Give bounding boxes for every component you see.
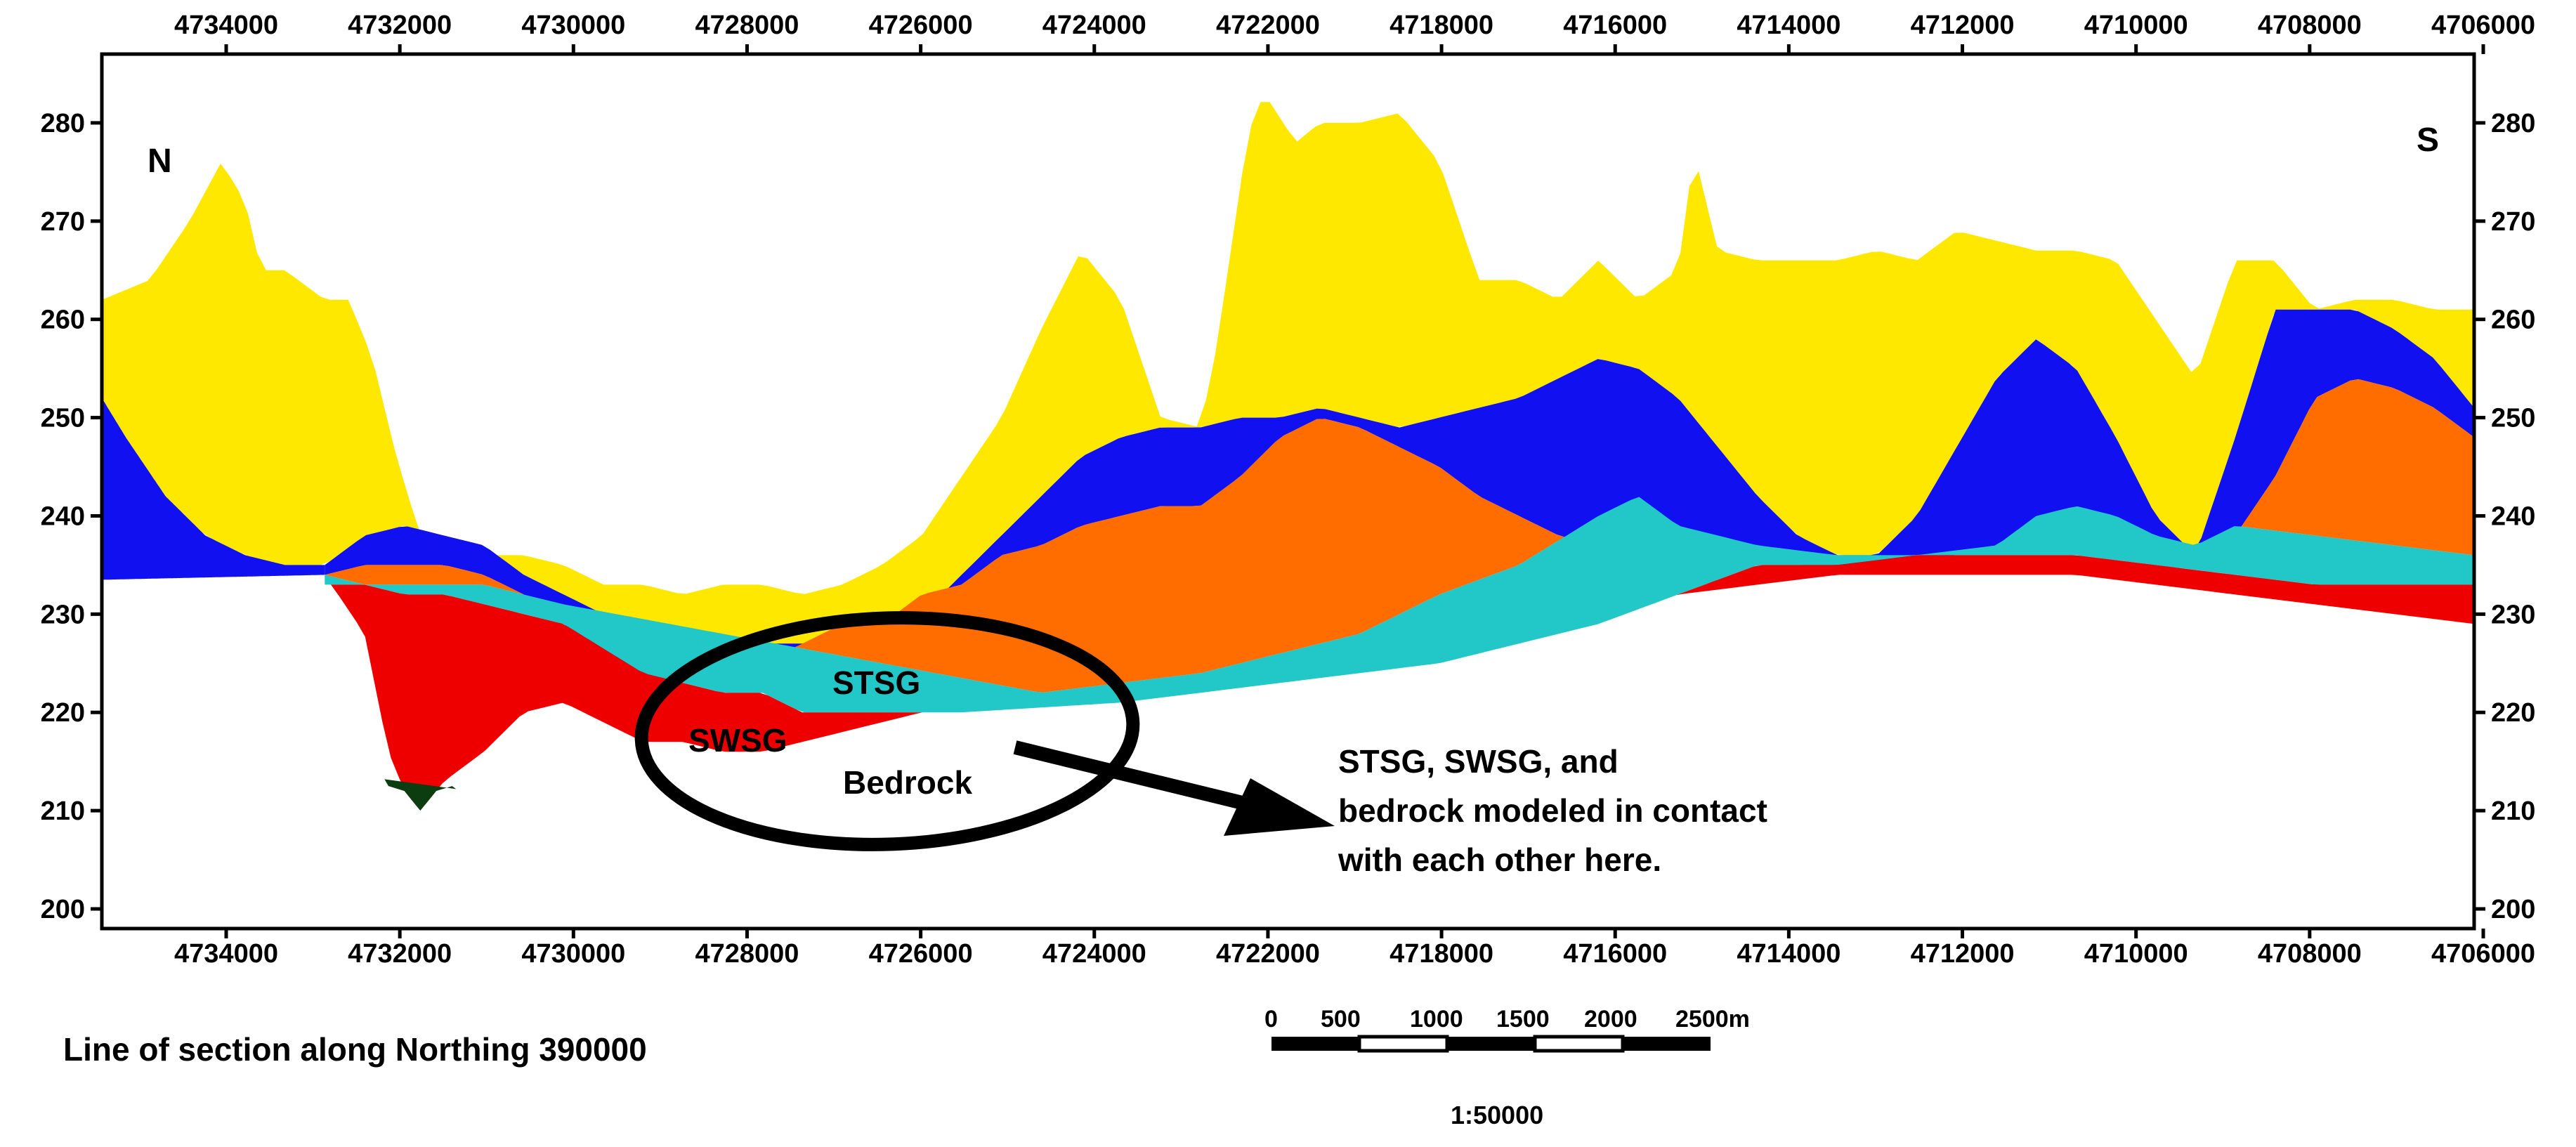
x-axis-top-labels: 4734000 4732000 4730000 4728000 4726000 47240… [174, 11, 2535, 40]
y-tick-label-right: 200 [2491, 895, 2535, 924]
scale-label-2000: 2000 [1584, 1006, 1637, 1033]
north-label: N [148, 143, 172, 180]
x-tick-label-top: 4728000 [695, 11, 799, 40]
geologic-layers [102, 102, 2474, 811]
darkgreen-unit-layer [384, 779, 457, 811]
x-axis-bottom-labels: 4734000 4732000 4730000 4728000 4726000 47240… [174, 939, 2535, 969]
y-tick-label-right: 210 [2491, 797, 2535, 826]
bedrock-label: Bedrock [843, 764, 972, 801]
x-tick-label-top: 4706000 [2431, 11, 2535, 40]
orange-unit-layer [325, 379, 2474, 693]
y-tick-label-left: 260 [41, 306, 85, 335]
yellow-unit-layer [102, 102, 2474, 644]
red-unit-layer [245, 555, 2474, 806]
blue-unit-layer-south [325, 309, 2474, 683]
stsg-label: STSG [832, 664, 920, 701]
y-tick-label-left: 250 [41, 404, 85, 433]
y-tick-label-right: 240 [2491, 502, 2535, 531]
y-tick-label-right: 280 [2491, 109, 2535, 138]
scale-bar-segment-4 [1533, 1035, 1625, 1053]
x-tick-label-bottom: 4712000 [1911, 939, 2015, 969]
x-tick-label-bottom: 4710000 [2084, 939, 2188, 969]
x-tick-label-top: 4718000 [1390, 11, 1493, 40]
x-tick-label-top: 4730000 [521, 11, 625, 40]
scale-ratio: 1:50000 [1451, 1101, 1543, 1129]
x-tick-label-bottom: 4730000 [521, 939, 625, 969]
south-label: S [2417, 122, 2439, 159]
x-tick-label-bottom: 4706000 [2431, 939, 2535, 969]
x-tick-label-bottom: 4714000 [1737, 939, 1841, 969]
x-tick-label-top: 4708000 [2258, 11, 2362, 40]
annotation-line-1: STSG, SWSG, and [1338, 743, 1619, 780]
x-tick-label-top: 4712000 [1911, 11, 2015, 40]
x-tick-label-bottom: 4734000 [174, 939, 278, 969]
scale-label-500: 500 [1321, 1006, 1361, 1033]
annotation-line-2: bedrock modeled in contact [1338, 792, 1767, 829]
scale-bar-segment-2 [1357, 1035, 1449, 1053]
x-tick-label-bottom: 4732000 [348, 939, 452, 969]
y-tick-label-right: 230 [2491, 600, 2535, 629]
scale-label-0: 0 [1264, 1006, 1278, 1033]
y-tick-label-left: 200 [41, 895, 85, 924]
y-tick-label-right: 260 [2491, 306, 2535, 335]
y-tick-label-left: 240 [41, 502, 85, 531]
x-tick-label-top: 4732000 [348, 11, 452, 40]
x-tick-label-bottom: 4728000 [695, 939, 799, 969]
scale-bar-segment-1 [1271, 1037, 1359, 1051]
x-tick-label-top: 4734000 [174, 11, 278, 40]
axis-ticks [91, 44, 2485, 938]
y-tick-label-left: 270 [41, 207, 85, 237]
contact-zone-ellipse [634, 611, 1140, 851]
scale-label-1500: 1500 [1496, 1006, 1550, 1033]
y-tick-label-left: 210 [41, 797, 85, 826]
blue-unit-layer [102, 398, 325, 580]
swsg-label: SWSG [688, 722, 787, 759]
y-tick-label-right: 270 [2491, 207, 2535, 237]
x-tick-label-top: 4724000 [1042, 11, 1146, 40]
scale-label-2500m: 2500m [1675, 1006, 1750, 1033]
y-tick-label-left: 230 [41, 600, 85, 629]
x-tick-label-bottom: 4726000 [869, 939, 973, 969]
y-tick-label-left: 280 [41, 109, 85, 138]
x-tick-label-top: 4710000 [2084, 11, 2188, 40]
x-tick-label-top: 4722000 [1216, 11, 1320, 40]
scale-bar: 0 500 1000 1500 2000 2500m 1:50000 [1264, 1006, 1750, 1129]
scale-bar-segment-3 [1447, 1037, 1535, 1051]
y-tick-label-right: 250 [2491, 404, 2535, 433]
y-axis-right-labels: 200 210 220 230 240 250 260 270 280 [2491, 109, 2535, 924]
section-caption: Line of section along Northing 390000 [63, 1031, 647, 1068]
x-tick-label-top: 4714000 [1737, 11, 1841, 40]
x-tick-label-bottom: 4724000 [1042, 939, 1146, 969]
annotation-arrow [1013, 740, 1335, 836]
y-tick-label-left: 220 [41, 698, 85, 728]
scale-bar-segment-5 [1623, 1037, 1711, 1051]
x-tick-label-bottom: 4722000 [1216, 939, 1320, 969]
x-tick-label-bottom: 4708000 [2258, 939, 2362, 969]
scale-label-1000: 1000 [1410, 1006, 1463, 1033]
plot-frame [100, 52, 2476, 931]
x-tick-label-top: 4726000 [869, 11, 973, 40]
y-tick-label-right: 220 [2491, 698, 2535, 728]
x-tick-label-bottom: 4718000 [1390, 939, 1493, 969]
annotation-line-3: with each other here. [1338, 841, 1661, 878]
x-tick-label-bottom: 4716000 [1563, 939, 1667, 969]
y-axis-left-labels: 200 210 220 230 240 250 260 270 280 [41, 109, 85, 924]
x-tick-label-top: 4716000 [1563, 11, 1667, 40]
